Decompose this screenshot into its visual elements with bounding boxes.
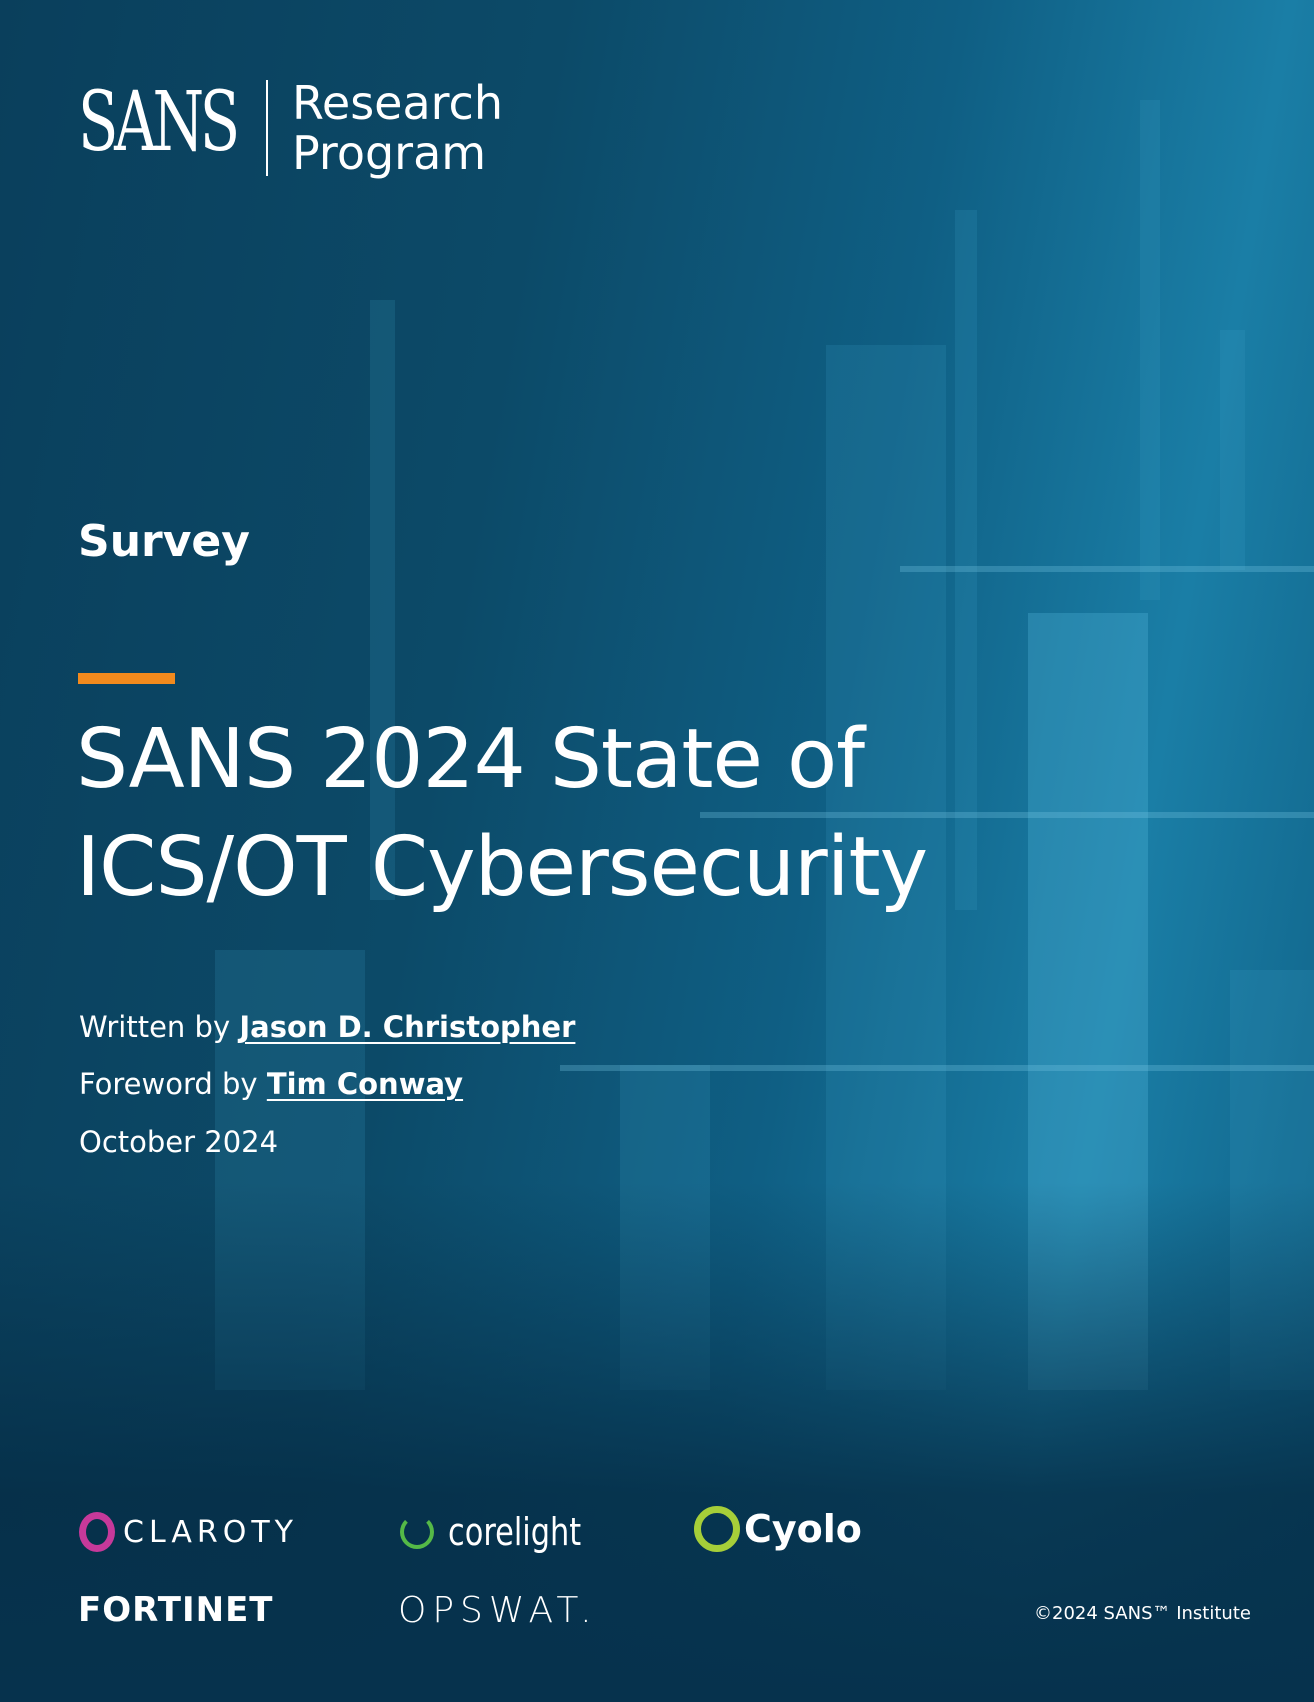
corelight-icon bbox=[400, 1515, 434, 1549]
foreword-line: Foreword by Tim Conway bbox=[79, 1067, 463, 1101]
title-line-1: SANS 2024 State of bbox=[76, 712, 865, 807]
title-line-2: ICS/OT Cybersecurity bbox=[76, 820, 928, 915]
sponsor-cyolo: Cyolo bbox=[694, 1506, 862, 1552]
sponsor-opswat: OPSWAT. bbox=[398, 1590, 598, 1631]
author-line: Written by Jason D. Christopher bbox=[79, 1010, 575, 1044]
claroty-icon bbox=[79, 1512, 115, 1552]
report-title: SANS 2024 State of ICS/OT Cybersecurity bbox=[76, 706, 928, 922]
sans-logo: SANS bbox=[78, 75, 240, 170]
publication-date: October 2024 bbox=[79, 1125, 279, 1159]
sponsor-corelight: corelight bbox=[400, 1510, 615, 1554]
sponsor-claroty: CLAROTY bbox=[79, 1512, 298, 1552]
accent-rule bbox=[78, 673, 175, 684]
sponsor-fortinet: FORTINET bbox=[78, 1590, 274, 1630]
document-type: Survey bbox=[78, 516, 250, 567]
cyolo-icon bbox=[694, 1506, 740, 1552]
program-line-2: Program bbox=[292, 126, 487, 180]
logo-divider bbox=[266, 80, 268, 176]
foreword-prefix: Foreword by bbox=[79, 1067, 258, 1101]
copyright: ©2024 SANS™ Institute bbox=[1034, 1603, 1251, 1624]
research-program-label: Research Program bbox=[292, 78, 503, 178]
author-link[interactable]: Jason D. Christopher bbox=[239, 1010, 576, 1044]
program-line-1: Research bbox=[292, 76, 503, 130]
foreword-author-link[interactable]: Tim Conway bbox=[266, 1067, 464, 1101]
author-prefix: Written by bbox=[79, 1010, 231, 1044]
